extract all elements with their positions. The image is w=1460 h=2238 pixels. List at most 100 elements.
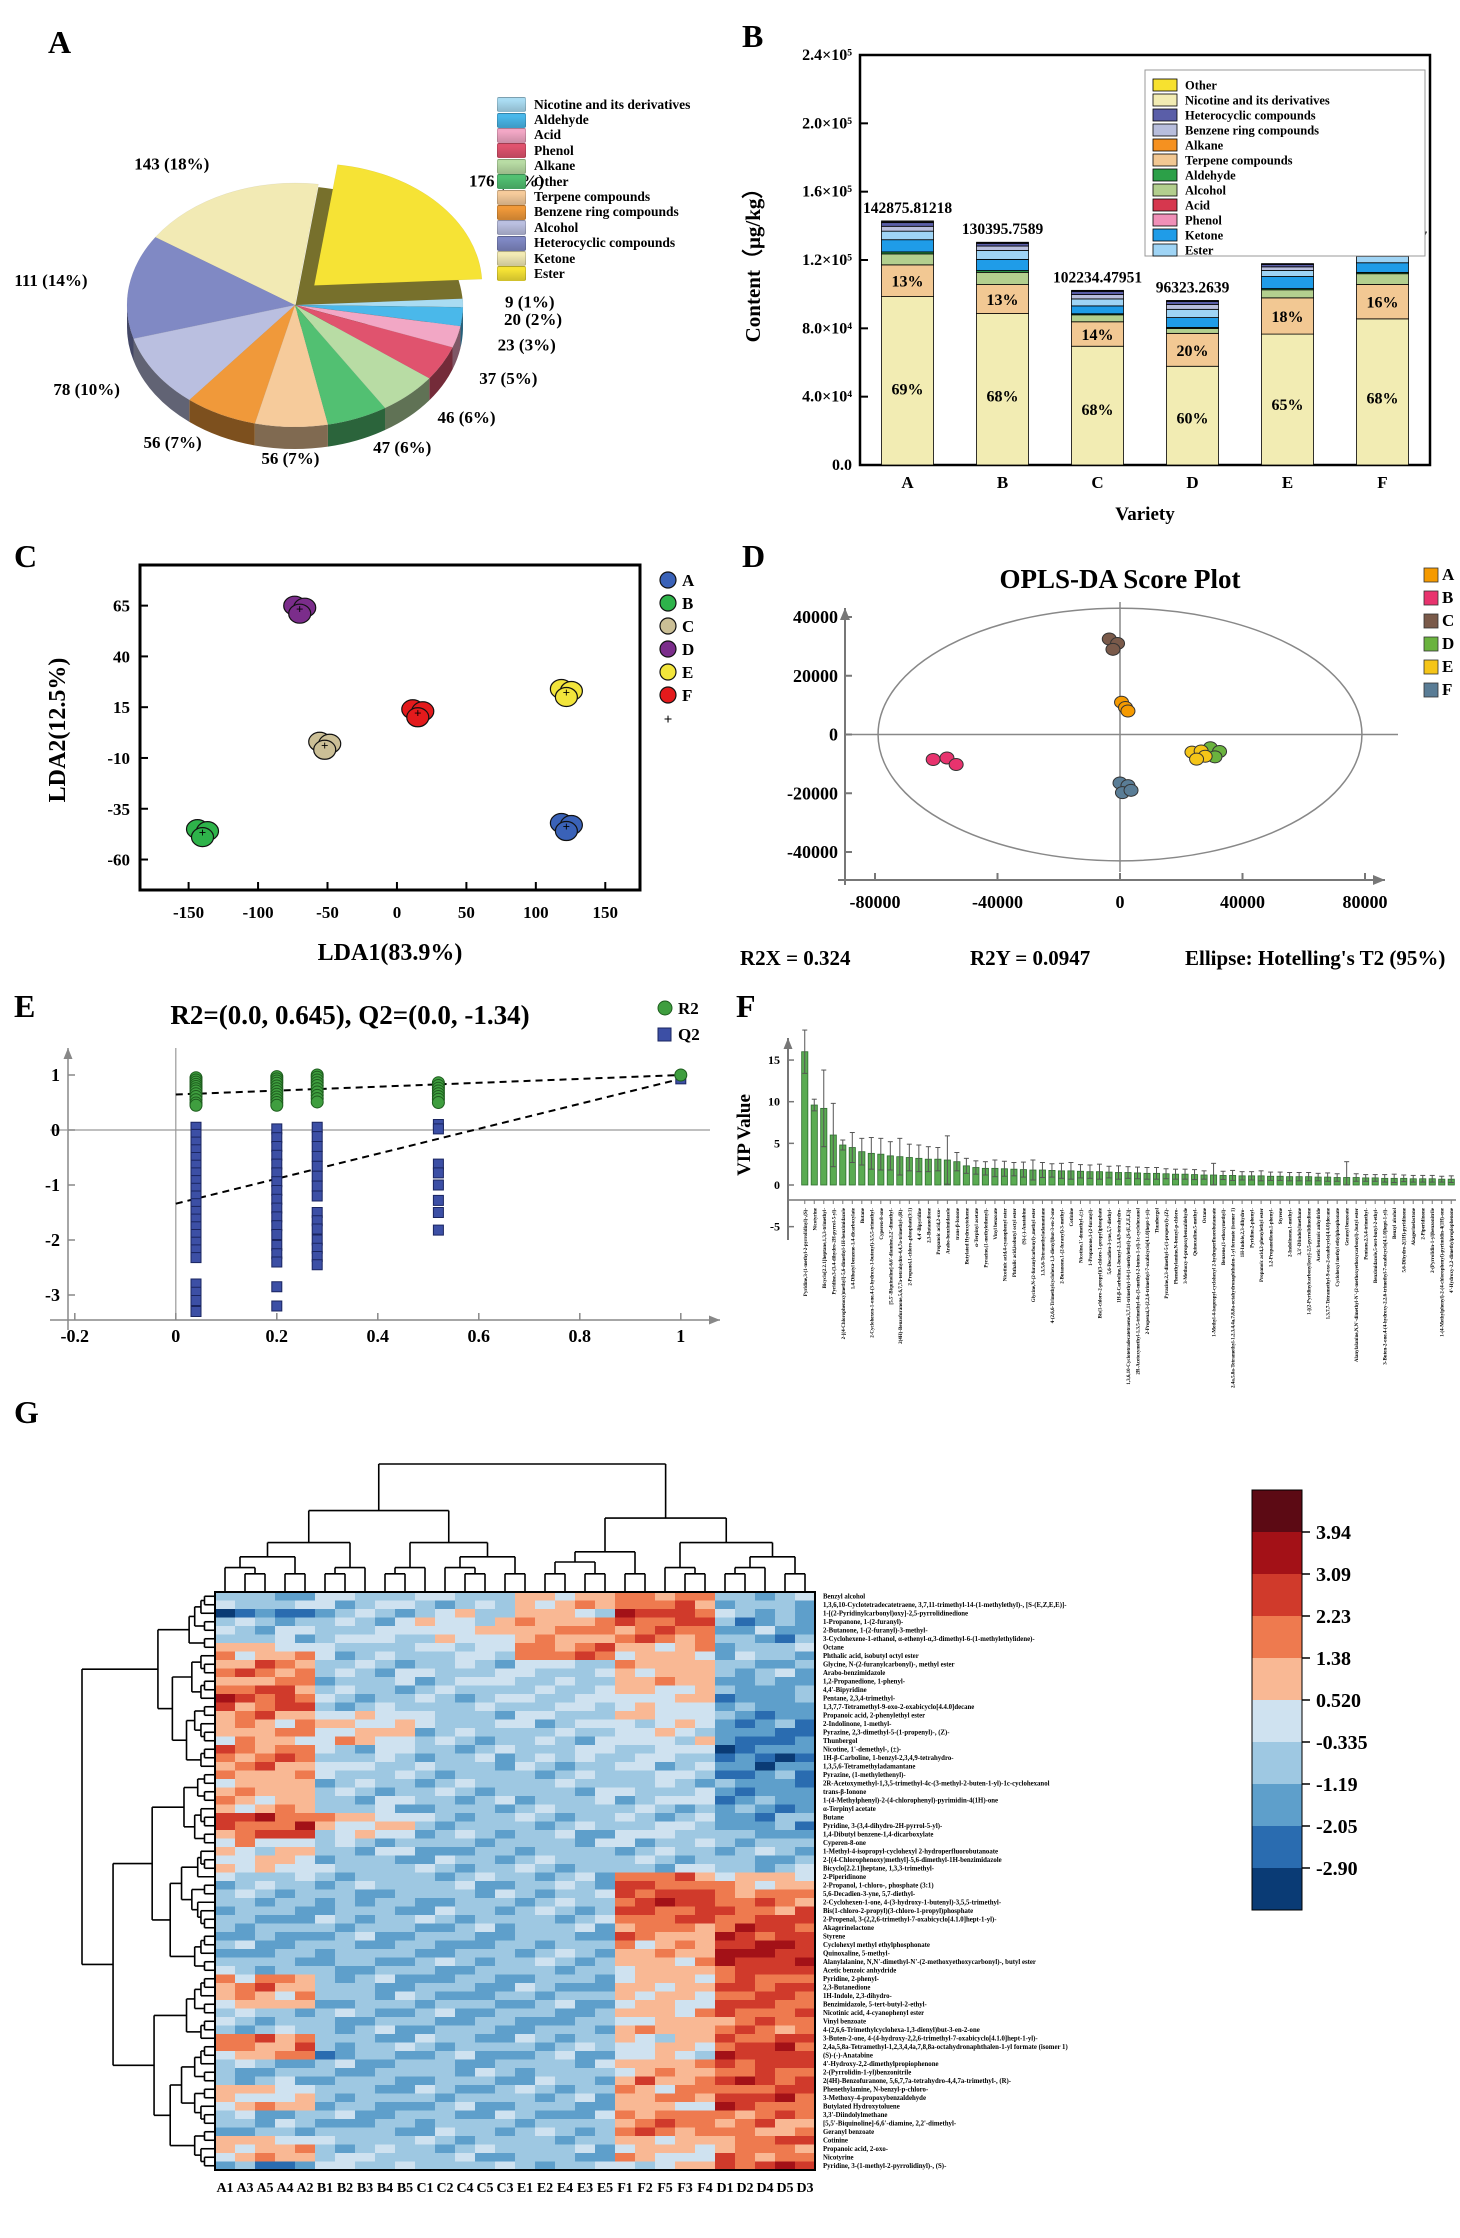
heatmap-cell xyxy=(635,2042,655,2051)
heatmap-cell xyxy=(355,2136,375,2145)
heatmap-cell xyxy=(675,1821,695,1830)
bar-segment xyxy=(1166,300,1219,302)
bar-segment xyxy=(1261,333,1314,466)
heatmap-cell xyxy=(275,1779,295,1788)
heatmap-cell xyxy=(295,1651,315,1660)
panel-label-g: G xyxy=(14,1394,39,1430)
heatmap-cell xyxy=(395,1974,415,1983)
heatmap-cell xyxy=(275,1991,295,2000)
heatmap-cell xyxy=(535,1898,555,1907)
heatmap-cell xyxy=(335,2085,355,2094)
heatmap-cell xyxy=(755,1932,775,1941)
heatmap-cell xyxy=(775,2076,795,2085)
heatmap-cell xyxy=(295,1600,315,1609)
heatmap-cell xyxy=(655,2000,675,2009)
heatmap-cell xyxy=(355,1966,375,1975)
heatmap-cell xyxy=(535,1685,555,1694)
heatmap-cell xyxy=(555,1736,575,1745)
heatmap-cell xyxy=(235,2136,255,2145)
heatmap-cell xyxy=(555,1694,575,1703)
heatmap-cell xyxy=(315,1898,335,1907)
heatmap-cell xyxy=(615,1923,635,1932)
heatmap-cell xyxy=(255,2008,275,2017)
heatmap-cell xyxy=(455,1745,475,1754)
heatmap-cell xyxy=(495,1838,515,1847)
heatmap-cell xyxy=(675,1609,695,1618)
heatmap-cell xyxy=(595,1745,615,1754)
heatmap-row-label: 2,3-Butanedione xyxy=(823,1985,870,1992)
heatmap-cell xyxy=(615,1932,635,1941)
vip-bar-label: Cyclohexyl methyl ethylphosphonate xyxy=(1336,1207,1341,1286)
heatmap-cell xyxy=(475,1804,495,1813)
bar-pct-label: 68% xyxy=(1082,402,1114,419)
bar-legend-swatch xyxy=(1152,168,1178,182)
heatmap-cell xyxy=(455,1821,475,1830)
bar-segment xyxy=(976,271,1029,285)
heatmap-cell xyxy=(475,2076,495,2085)
y-tick-label: 0 xyxy=(774,1178,780,1192)
heatmap-cell xyxy=(715,1855,735,1864)
heatmap-cell xyxy=(675,1626,695,1635)
heatmap-cell xyxy=(475,2025,495,2034)
heatmap-cell xyxy=(655,2127,675,2136)
heatmap-cell xyxy=(655,1847,675,1856)
heatmap-cell xyxy=(655,2068,675,2077)
heatmap-cell xyxy=(455,2144,475,2153)
heatmap-cell xyxy=(435,2153,455,2162)
heatmap-cell xyxy=(275,1923,295,1932)
heatmap-cell xyxy=(295,1898,315,1907)
heatmap-cell xyxy=(535,1966,555,1975)
heatmap-cell xyxy=(335,2059,355,2068)
heatmap-cell xyxy=(255,1728,275,1737)
heatmap-cell xyxy=(275,2127,295,2136)
x-tick-label: 0.8 xyxy=(569,1326,592,1346)
heatmap-cell xyxy=(635,1762,655,1771)
heatmap-cell xyxy=(635,2025,655,2034)
heatmap-cell xyxy=(215,2025,235,2034)
heatmap-cell xyxy=(455,1719,475,1728)
heatmap-cell xyxy=(295,1813,315,1822)
heatmap-cell xyxy=(695,2153,715,2162)
heatmap-cell xyxy=(715,2153,735,2162)
heatmap-cell xyxy=(375,1872,395,1881)
heatmap-cell xyxy=(315,2034,335,2043)
heatmap-cell xyxy=(455,2076,475,2085)
heatmap-cell xyxy=(715,1898,735,1907)
bar-segment xyxy=(881,220,934,224)
heatmap-cell xyxy=(275,2068,295,2077)
pie-legend-item: Terpene compounds xyxy=(497,189,690,205)
heatmap-cell xyxy=(415,1847,435,1856)
bar-pct-label: 13% xyxy=(892,274,924,291)
bar-segment xyxy=(1071,289,1124,292)
heatmap-row-label: 1,3,5,6-Tetramethyladamantane xyxy=(823,1764,915,1771)
heatmap-cell xyxy=(675,1966,695,1975)
heatmap-col-label: B4 xyxy=(377,2181,393,2196)
heatmap-cell xyxy=(515,2119,535,2128)
heatmap-cell xyxy=(775,1940,795,1949)
heatmap-cell xyxy=(635,1932,655,1941)
heatmap-cell xyxy=(255,1651,275,1660)
heatmap-cell xyxy=(595,1753,615,1762)
heatmap-cell xyxy=(655,2017,675,2026)
heatmap-cell xyxy=(255,1719,275,1728)
heatmap-cell xyxy=(455,2136,475,2145)
heatmap-cell xyxy=(275,1830,295,1839)
heatmap-cell xyxy=(375,2144,395,2153)
heatmap-cell xyxy=(695,1838,715,1847)
vip-bar-label: Arabo-benzimidazole xyxy=(946,1207,951,1254)
heatmap-cell xyxy=(775,1889,795,1898)
heatmap-cell xyxy=(755,2153,775,2162)
heatmap-cell xyxy=(455,1881,475,1890)
heatmap-cell xyxy=(355,1830,375,1839)
heatmap-cell xyxy=(795,1966,815,1975)
heatmap-cell xyxy=(575,1728,595,1737)
heatmap-cell xyxy=(635,1736,655,1745)
heatmap-cell xyxy=(675,1804,695,1813)
heatmap-cell xyxy=(335,1617,355,1626)
heatmap-cell xyxy=(535,1617,555,1626)
heatmap-cell xyxy=(215,1702,235,1711)
heatmap-cell xyxy=(295,2102,315,2111)
heatmap-row-label: Vinyl benzoate xyxy=(823,2019,866,2026)
heatmap-cell xyxy=(575,1932,595,1941)
heatmap-cell xyxy=(315,1847,335,1856)
